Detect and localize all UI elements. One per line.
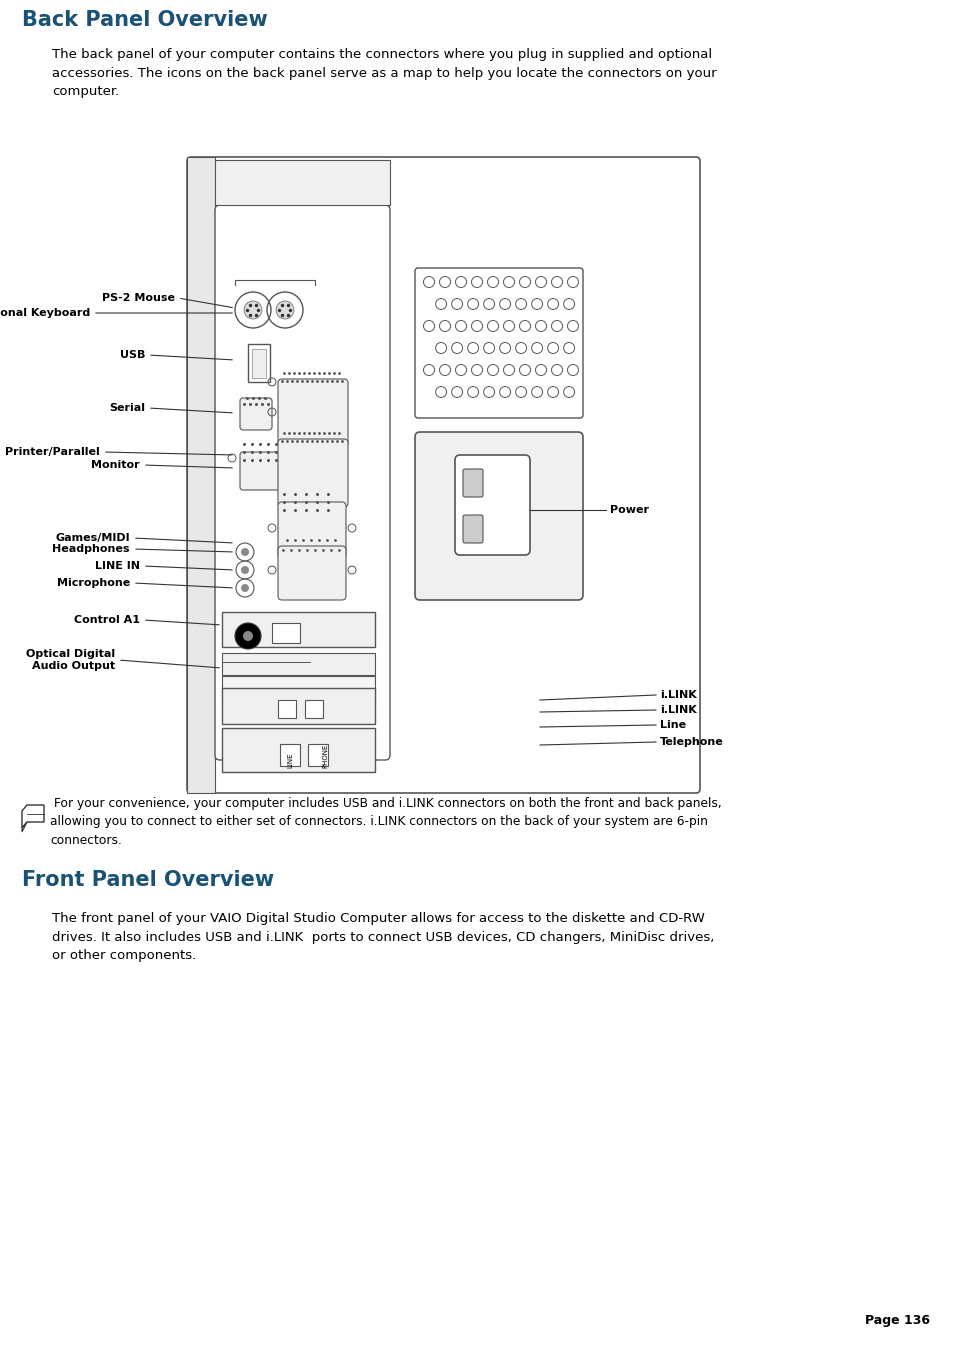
Text: Printer/Parallel: Printer/Parallel <box>6 447 100 457</box>
Text: Headphones: Headphones <box>52 544 130 554</box>
Text: PS-2 Mouse: PS-2 Mouse <box>102 293 174 303</box>
Text: For your convenience, your computer includes USB and i.LINK connectors on both t: For your convenience, your computer incl… <box>50 797 721 847</box>
Text: Telephone: Telephone <box>659 738 723 747</box>
Text: Line: Line <box>659 720 685 730</box>
Text: Back Panel Overview: Back Panel Overview <box>22 9 268 30</box>
Text: Page 136: Page 136 <box>864 1315 929 1327</box>
Text: Monitor: Monitor <box>91 459 140 470</box>
Text: PHONE: PHONE <box>322 743 328 767</box>
FancyBboxPatch shape <box>462 515 482 543</box>
FancyBboxPatch shape <box>415 267 582 417</box>
FancyBboxPatch shape <box>415 432 582 600</box>
Bar <box>214 159 390 205</box>
Text: LINE IN: LINE IN <box>95 561 140 571</box>
Bar <box>222 728 375 771</box>
Circle shape <box>234 623 261 648</box>
FancyBboxPatch shape <box>277 380 348 447</box>
Bar <box>222 676 375 698</box>
FancyBboxPatch shape <box>277 546 346 600</box>
FancyBboxPatch shape <box>240 399 272 430</box>
Text: Optical Digital
Audio Output: Optical Digital Audio Output <box>26 650 115 671</box>
FancyBboxPatch shape <box>277 503 346 558</box>
Bar <box>187 157 214 793</box>
Bar <box>222 612 375 647</box>
FancyBboxPatch shape <box>187 157 700 793</box>
Circle shape <box>243 631 253 640</box>
Text: i.LINK: i.LINK <box>659 690 696 700</box>
Bar <box>252 349 266 378</box>
Text: Microphone: Microphone <box>56 578 130 588</box>
Text: The back panel of your computer contains the connectors where you plug in suppli: The back panel of your computer contains… <box>52 49 716 99</box>
FancyBboxPatch shape <box>280 744 299 766</box>
Text: i.LINK: i.LINK <box>659 705 696 715</box>
FancyBboxPatch shape <box>308 744 328 766</box>
Text: LINE: LINE <box>287 753 293 767</box>
Circle shape <box>275 301 294 319</box>
Bar <box>222 653 375 676</box>
Bar <box>272 623 299 643</box>
Bar <box>222 688 375 724</box>
Text: Serial: Serial <box>109 403 145 413</box>
Text: USB: USB <box>119 350 145 359</box>
FancyBboxPatch shape <box>277 439 348 507</box>
Text: Power: Power <box>609 505 648 515</box>
FancyBboxPatch shape <box>277 700 295 717</box>
Circle shape <box>241 584 249 592</box>
FancyBboxPatch shape <box>248 345 270 382</box>
Text: Optional Keyboard: Optional Keyboard <box>0 308 90 317</box>
Text: Control A1: Control A1 <box>74 615 140 626</box>
Circle shape <box>241 549 249 557</box>
FancyBboxPatch shape <box>462 469 482 497</box>
Text: The front panel of your VAIO Digital Studio Computer allows for access to the di: The front panel of your VAIO Digital Stu… <box>52 912 714 962</box>
Text: Games/MIDI: Games/MIDI <box>55 534 130 543</box>
Circle shape <box>244 301 262 319</box>
FancyBboxPatch shape <box>240 453 288 490</box>
Circle shape <box>241 566 249 574</box>
FancyBboxPatch shape <box>455 455 530 555</box>
FancyBboxPatch shape <box>305 700 323 717</box>
FancyBboxPatch shape <box>214 205 390 761</box>
Text: Front Panel Overview: Front Panel Overview <box>22 870 274 890</box>
